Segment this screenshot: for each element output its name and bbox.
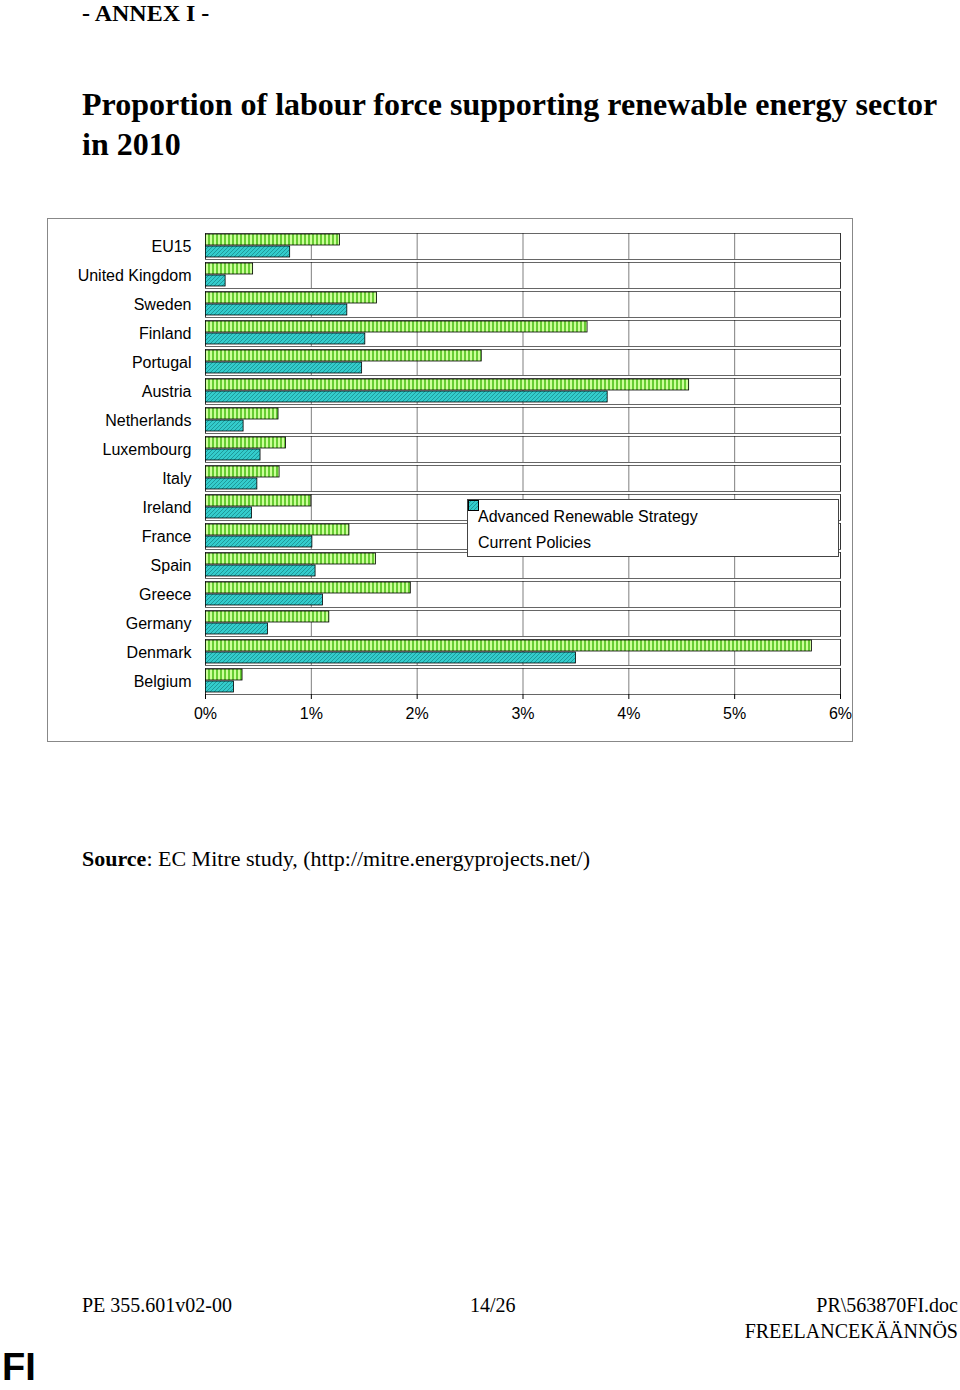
html-text:Proportion of labour force sup: Proportion of labour force supporting re…	[82, 86, 937, 162]
svg-text:Portugal: Portugal	[132, 354, 192, 371]
html-text:- ANNEX I -: - ANNEX I -	[82, 0, 210, 26]
svg-text:Luxembourg: Luxembourg	[103, 441, 192, 458]
html-text:Advanced Renewable Strategy: Advanced Renewable Strategy	[478, 508, 698, 525]
svg-text:Greece: Greece	[139, 586, 192, 603]
svg-text:6%: 6%	[829, 705, 852, 722]
svg-text:2%: 2%	[406, 705, 429, 722]
html-text:PE 355.601v02-00: PE 355.601v02-00	[82, 1294, 232, 1316]
svg-text:Netherlands: Netherlands	[105, 412, 191, 429]
svg-text:Belgium: Belgium	[134, 673, 192, 690]
svg-text:Sweden: Sweden	[134, 296, 192, 313]
html-text:FREELANCEKÄÄNNÖS: FREELANCEKÄÄNNÖS	[744, 1320, 958, 1342]
svg-text:0%: 0%	[194, 705, 217, 722]
svg-text:EU15: EU15	[151, 238, 191, 255]
svg-text:Italy: Italy	[162, 470, 191, 487]
svg-text:5%: 5%	[723, 705, 746, 722]
svg-text:Germany: Germany	[126, 615, 192, 632]
svg-text:Spain: Spain	[151, 557, 192, 574]
svg-text:Finland: Finland	[139, 325, 191, 342]
svg-text:Austria: Austria	[142, 383, 192, 400]
svg-text:France: France	[142, 528, 192, 545]
svg-text:United Kingdom: United Kingdom	[78, 267, 192, 284]
html-text:14/26: 14/26	[470, 1294, 516, 1316]
svg-text:Denmark: Denmark	[127, 644, 193, 661]
svg-text:1%: 1%	[300, 705, 323, 722]
html-text:Current Policies: Current Policies	[478, 534, 591, 551]
html-text:FI: FI	[2, 1346, 36, 1388]
svg-text:3%: 3%	[511, 705, 534, 722]
html-text:PR\563870FI.doc: PR\563870FI.doc	[816, 1294, 958, 1316]
svg-text:Ireland: Ireland	[143, 499, 192, 516]
html-text:Source: EC Mitre study, (http:: Source: EC Mitre study, (http://mitre.en…	[82, 846, 590, 871]
svg-text:4%: 4%	[617, 705, 640, 722]
